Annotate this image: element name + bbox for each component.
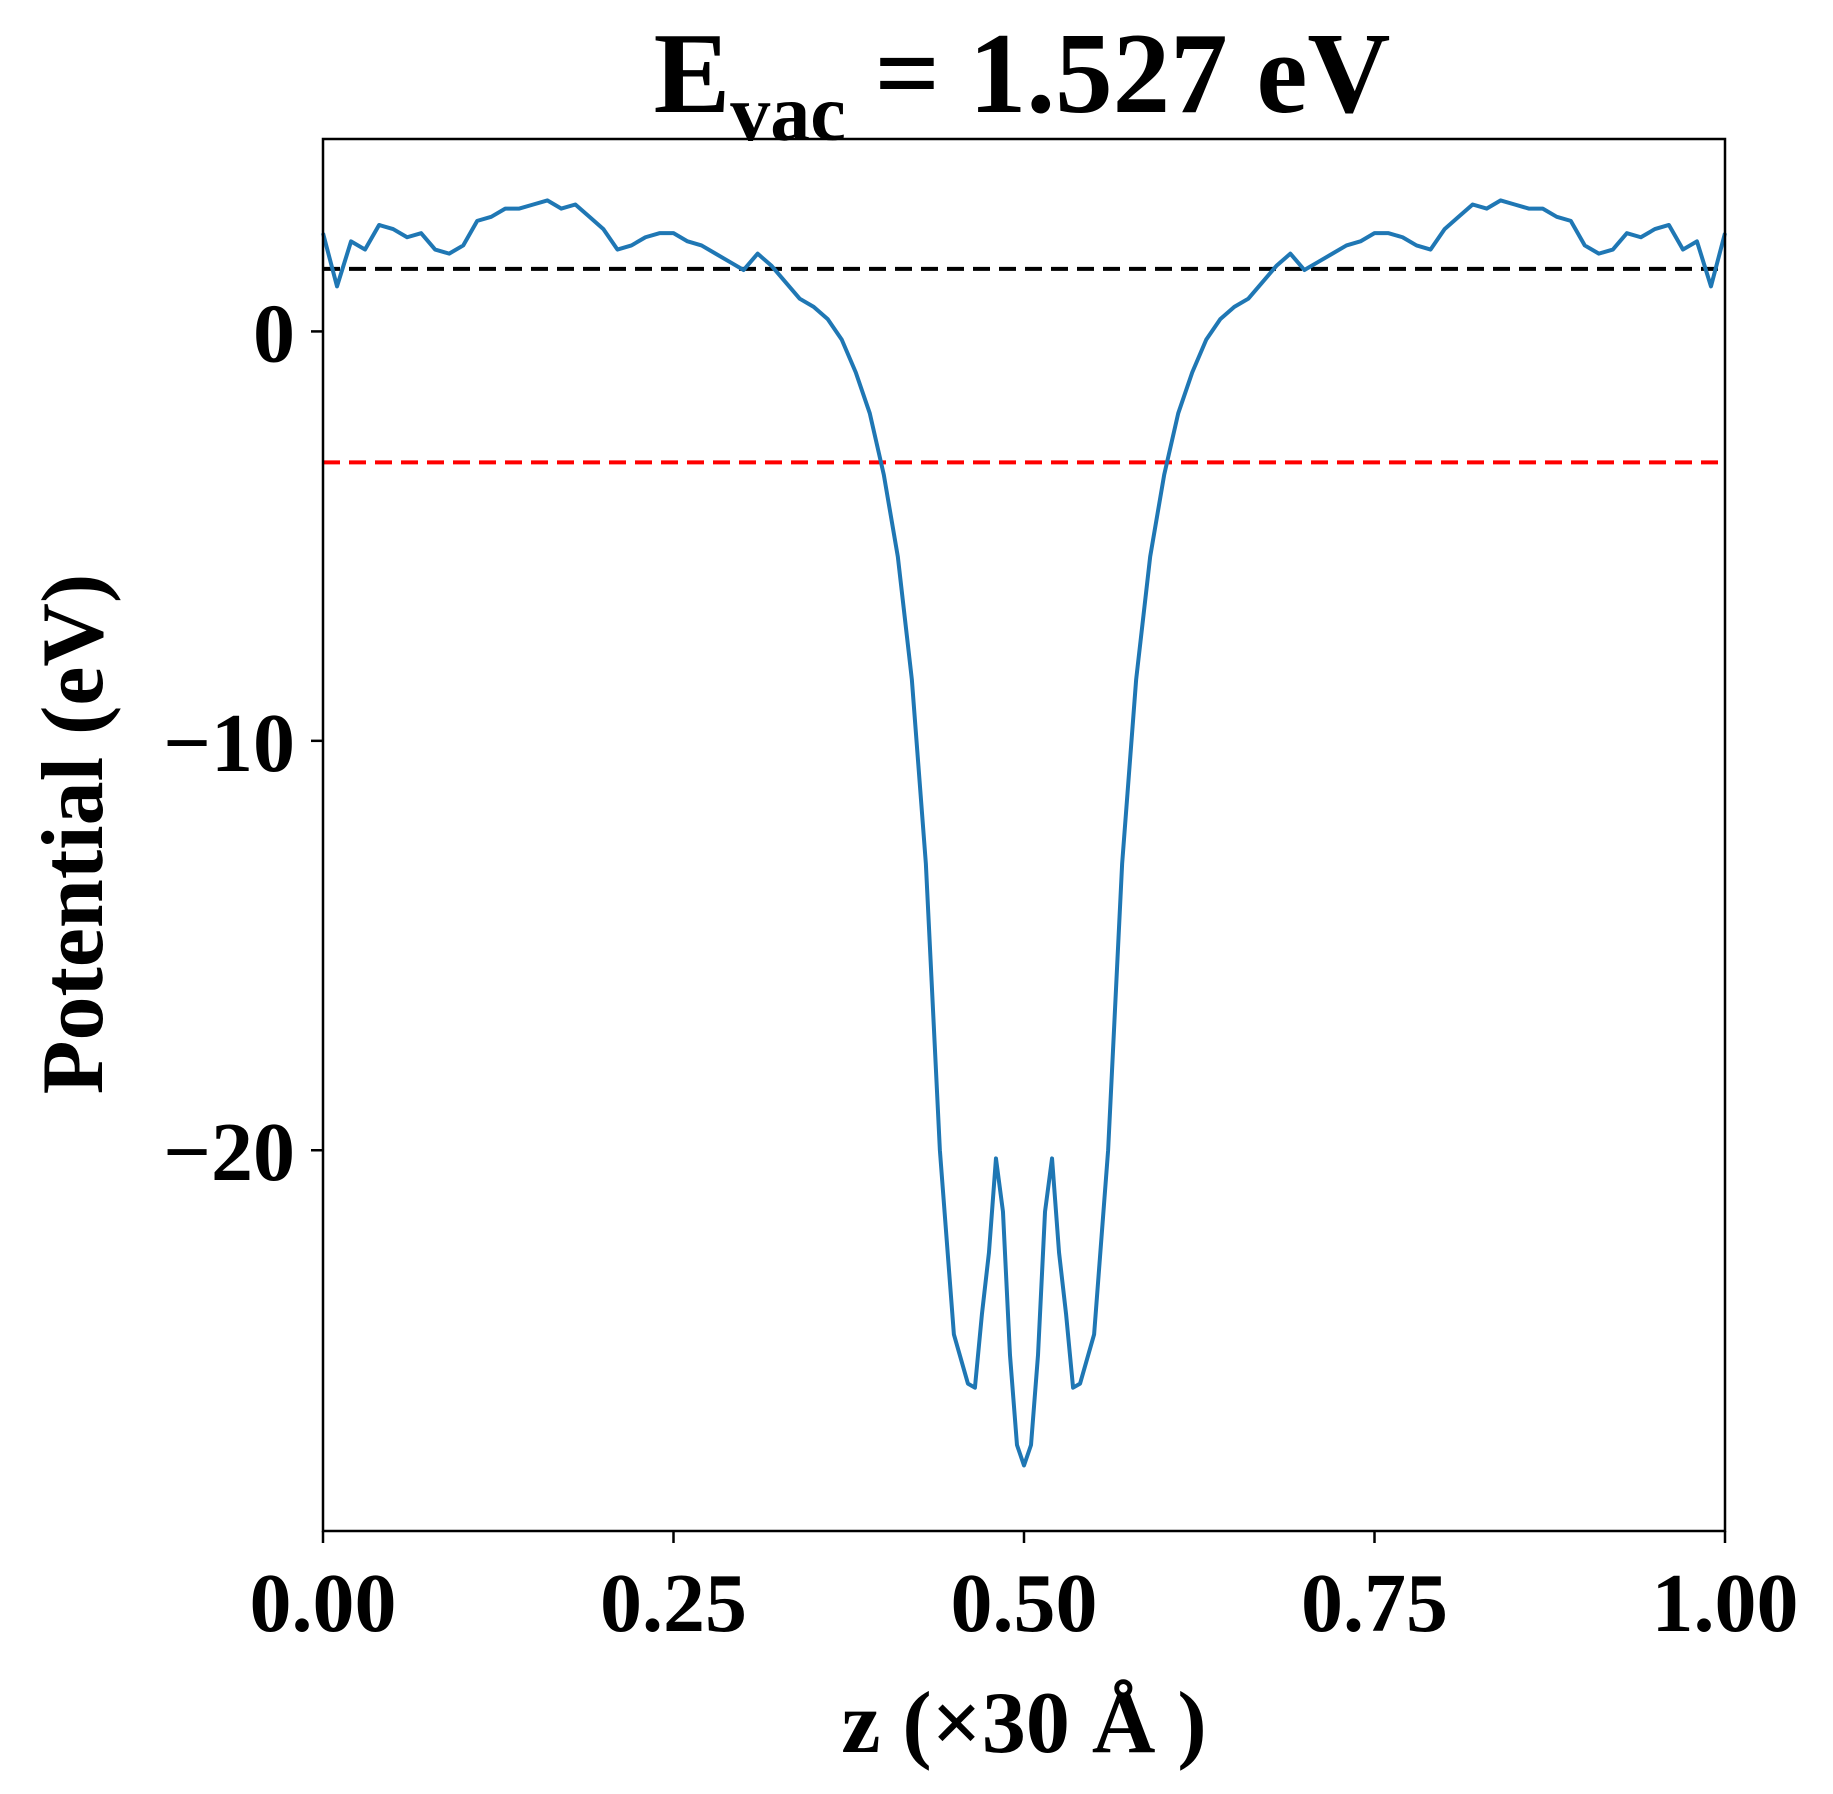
x-tick-label: 0.50 — [951, 1557, 1098, 1650]
title-main: E — [654, 10, 731, 137]
y-tick-label: 0 — [253, 287, 295, 380]
x-tick-label: 0.00 — [250, 1557, 397, 1650]
potential-line — [321, 198, 1727, 1468]
plot-frame — [321, 137, 1727, 1533]
y-tick-label: −10 — [163, 697, 295, 790]
y-axis-label: Potential (eV) — [25, 574, 122, 1094]
x-tick-label: 0.75 — [1301, 1557, 1448, 1650]
y-tick-label: −20 — [163, 1106, 295, 1199]
x-tick-label: 1.00 — [1652, 1557, 1799, 1650]
chart-title: Evac = 1.527 eV — [654, 10, 1391, 158]
x-tick-label: 0.25 — [600, 1557, 747, 1650]
x-axis-label: z (×30 Å ) — [841, 1675, 1206, 1772]
title-rest: = 1.527 eV — [846, 10, 1391, 137]
title-subscript: vac — [730, 70, 846, 158]
